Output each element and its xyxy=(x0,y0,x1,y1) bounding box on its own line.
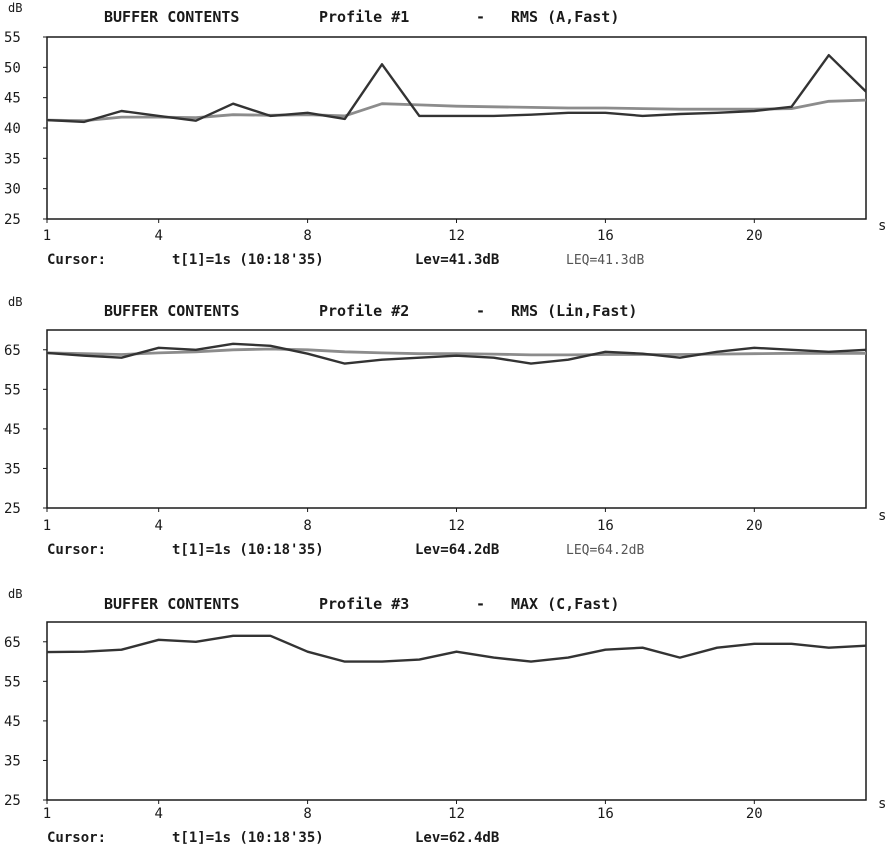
y-tick-label-1-1: 50 xyxy=(4,60,21,76)
title-separator-1: - xyxy=(476,8,485,26)
chart-title-1: BUFFER CONTENTS xyxy=(104,8,239,26)
y-tick-label-3-4: 25 xyxy=(4,793,21,809)
x-tick-label-2-4: 16 xyxy=(597,518,614,534)
x-tick-label-2-3: 12 xyxy=(448,518,465,534)
x-tick-label-1-5: 20 xyxy=(746,228,763,244)
profile-label-1: Profile #1 xyxy=(319,8,409,26)
y-tick-label-2-2: 45 xyxy=(4,422,21,438)
plot-frame-2 xyxy=(46,329,867,509)
profile-label-2: Profile #2 xyxy=(319,302,409,320)
x-tick-label-1-3: 12 xyxy=(448,228,465,244)
y-tick-label-1-6: 25 xyxy=(4,212,21,228)
cursor-time-2: t[1]=1s (10:18'35) xyxy=(172,542,324,558)
x-tick-label-3-1: 4 xyxy=(154,806,162,822)
y-tick-label-1-5: 30 xyxy=(4,182,21,198)
x-tick-label-2-1: 4 xyxy=(154,518,162,534)
plot-frame-3 xyxy=(46,621,867,801)
y-tick-label-1-4: 35 xyxy=(4,151,21,167)
cursor-level-1: Lev=41.3dB xyxy=(415,252,499,268)
mode-label-2: RMS (Lin,Fast) xyxy=(511,302,637,320)
x-unit-label-3: s xyxy=(878,796,886,812)
x-tick-label-3-2: 8 xyxy=(303,806,311,822)
series-line-3-1 xyxy=(46,634,867,663)
chart-title-3: BUFFER CONTENTS xyxy=(104,595,239,613)
x-tick-label-1-1: 4 xyxy=(154,228,162,244)
y-unit-label-2: dB xyxy=(8,295,22,309)
x-tick-label-3-5: 20 xyxy=(746,806,763,822)
chart-title-2: BUFFER CONTENTS xyxy=(104,302,239,320)
profile-label-3: Profile #3 xyxy=(319,595,409,613)
x-tick-label-2-0: 1 xyxy=(43,518,51,534)
cursor-leq-2: LEQ=64.2dB xyxy=(566,543,644,558)
cursor-level-2: Lev=64.2dB xyxy=(415,542,499,558)
y-tick-label-2-4: 25 xyxy=(4,501,21,517)
x-tick-label-1-2: 8 xyxy=(303,228,311,244)
y-tick-label-3-0: 65 xyxy=(4,635,21,651)
chart-panel-1: dB BUFFER CONTENTS Profile #1 - RMS (A,Fast)… xyxy=(4,1,886,268)
title-separator-3: - xyxy=(476,595,485,613)
x-unit-label-1: s xyxy=(878,218,886,234)
cursor-label-1: Cursor: xyxy=(47,252,106,268)
series-line-2-1 xyxy=(46,342,867,365)
cursor-label-3: Cursor: xyxy=(47,830,106,846)
y-tick-label-2-3: 35 xyxy=(4,461,21,477)
plot-frame-1 xyxy=(46,36,867,220)
x-tick-label-2-2: 8 xyxy=(303,518,311,534)
y-tick-label-1-3: 40 xyxy=(4,121,21,137)
series-line-1-2 xyxy=(46,98,867,123)
y-unit-label-3: dB xyxy=(8,587,22,601)
x-tick-label-1-0: 1 xyxy=(43,228,51,244)
x-tick-label-3-0: 1 xyxy=(43,806,51,822)
x-unit-label-2: s xyxy=(878,508,886,524)
y-tick-label-2-0: 65 xyxy=(4,343,21,359)
cursor-label-2: Cursor: xyxy=(47,542,106,558)
x-tick-label-3-3: 12 xyxy=(448,806,465,822)
series-line-2-2 xyxy=(46,347,866,357)
y-tick-label-3-2: 45 xyxy=(4,714,21,730)
chart-panel-3: dB BUFFER CONTENTS Profile #3 - MAX (C,Fast)… xyxy=(4,587,886,846)
y-tick-label-3-1: 55 xyxy=(4,674,21,690)
x-tick-label-2-5: 20 xyxy=(746,518,763,534)
cursor-time-1: t[1]=1s (10:18'35) xyxy=(172,252,324,268)
mode-label-3: MAX (C,Fast) xyxy=(511,595,619,613)
x-tick-label-1-4: 16 xyxy=(597,228,614,244)
title-separator-2: - xyxy=(476,302,485,320)
series-line-1-1 xyxy=(46,54,867,124)
y-tick-label-2-1: 55 xyxy=(4,382,21,398)
y-tick-label-1-2: 45 xyxy=(4,91,21,107)
y-tick-label-1-0: 55 xyxy=(4,30,21,46)
cursor-time-3: t[1]=1s (10:18'35) xyxy=(172,830,324,846)
y-unit-label-1: dB xyxy=(8,1,22,15)
x-tick-label-3-4: 16 xyxy=(597,806,614,822)
cursor-leq-1: LEQ=41.3dB xyxy=(566,253,644,268)
cursor-level-3: Lev=62.4dB xyxy=(415,830,499,846)
mode-label-1: RMS (A,Fast) xyxy=(511,8,619,26)
chart-panel-2: dB BUFFER CONTENTS Profile #2 - RMS (Lin,Fas… xyxy=(4,295,886,558)
y-tick-label-3-3: 35 xyxy=(4,753,21,769)
